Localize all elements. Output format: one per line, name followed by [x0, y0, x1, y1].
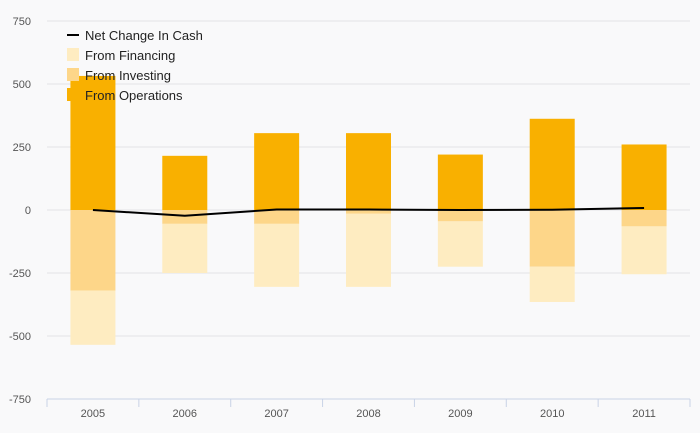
bar-from-financing: [529, 266, 575, 302]
bar-from-financing: [70, 290, 116, 345]
bar-from-operations: [346, 133, 391, 210]
bar-from-financing: [254, 223, 300, 287]
bar-from-investing: [621, 210, 667, 227]
y-tick-label: 750: [13, 16, 31, 28]
x-tick-label: 2006: [173, 408, 197, 420]
bar-from-investing: [346, 210, 391, 214]
axes: 750 500 250 0 -250 -500 -750 2005 2006 2007 2008 20…: [9, 16, 691, 420]
x-tick-label: 2011: [632, 408, 656, 420]
bar-from-operations: [437, 154, 483, 210]
bar-from-operations: [254, 133, 300, 210]
y-tick-label: 0: [25, 205, 31, 217]
bar-from-investing: [162, 210, 208, 224]
bar-from-financing: [346, 213, 391, 287]
legend-marker-swatch: [67, 88, 79, 101]
legend-marker-swatch: [67, 48, 79, 61]
bar-from-operations: [529, 118, 575, 210]
y-tick-label: 500: [13, 79, 31, 91]
bar-from-operations: [621, 144, 667, 210]
y-tick-label: -750: [9, 394, 31, 406]
y-tick-label: -500: [9, 331, 31, 343]
bar-from-financing: [437, 221, 483, 267]
bar-from-investing: [437, 210, 483, 222]
x-tick-label: 2005: [81, 408, 105, 420]
y-tick-label: -250: [9, 268, 31, 280]
net-change-line-group: [92, 206, 645, 217]
legend-label: From Investing: [85, 68, 171, 83]
bar-from-financing: [162, 223, 208, 273]
y-tick-label: 250: [13, 142, 31, 154]
bar-from-investing: [254, 210, 300, 224]
legend-label: Net Change In Cash: [85, 28, 203, 43]
x-tick-label: 2009: [448, 408, 472, 420]
bar-from-investing: [70, 210, 116, 291]
legend-label: From Financing: [85, 48, 175, 63]
legend: Net Change In Cash From Financing From Inv…: [67, 28, 203, 103]
bar-from-investing: [529, 210, 575, 267]
x-tick-label: 2007: [264, 408, 288, 420]
legend-marker-swatch: [67, 68, 79, 81]
net-change-line: [92, 206, 645, 217]
x-tick-label: 2010: [540, 408, 564, 420]
legend-label: From Operations: [85, 88, 183, 103]
bar-from-operations: [162, 155, 208, 210]
bar-from-financing: [621, 226, 667, 275]
x-tick-label: 2008: [356, 408, 380, 420]
bars: [70, 75, 667, 345]
